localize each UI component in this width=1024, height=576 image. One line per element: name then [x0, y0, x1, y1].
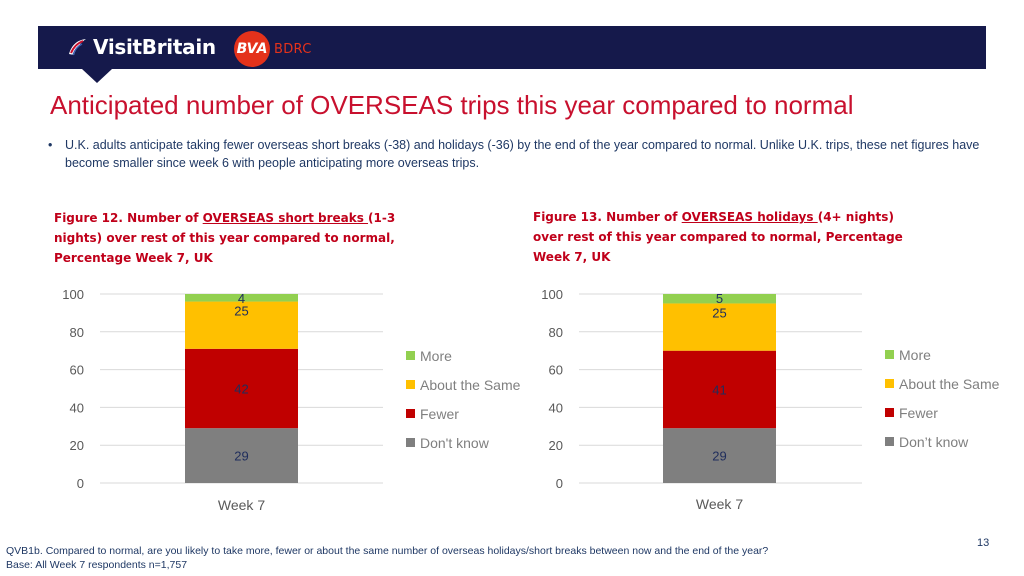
bva-circle: BVA: [234, 31, 270, 67]
data-label: 41: [712, 382, 726, 397]
legend-label: Don't know: [420, 435, 490, 451]
legend-swatch: [406, 351, 415, 360]
union-flag-icon: [69, 39, 86, 56]
bar-segment: [185, 294, 298, 302]
data-label: 42: [234, 382, 248, 397]
y-tick-label: 40: [70, 400, 84, 415]
header-notch: [82, 69, 112, 83]
footnote: QVB1b. Compared to normal, are you likel…: [6, 545, 769, 571]
figure-12-prefix: Figure 12. Number of: [54, 211, 203, 225]
legend-swatch: [406, 380, 415, 389]
legend-swatch: [406, 409, 415, 418]
bar-segment: [185, 301, 298, 349]
y-tick-label: 0: [556, 476, 563, 491]
legend-swatch: [885, 350, 894, 359]
legend-swatch: [885, 379, 894, 388]
legend-swatch: [406, 438, 415, 447]
data-label: 25: [712, 305, 726, 320]
figure-13-suffix: (4+ nights) over rest of this year compa…: [533, 210, 903, 264]
y-tick-label: 60: [70, 363, 84, 378]
data-label: 5: [716, 291, 723, 306]
y-tick-label: 20: [549, 438, 563, 453]
figure-13-underlined: OVERSEAS holidays: [681, 210, 818, 224]
page-number: 13: [977, 537, 990, 549]
y-tick-label: 60: [549, 363, 563, 378]
bar-segment: [663, 350, 776, 429]
legend-label: Don’t know: [899, 434, 969, 450]
bar-segment: [663, 294, 776, 304]
figure-13-prefix: Figure 13. Number of: [533, 210, 682, 224]
legend-label: Fewer: [899, 405, 938, 421]
summary-bullet: • U.K. adults anticipate taking fewer ov…: [48, 136, 995, 172]
bdrc-wordmark: BDRC: [274, 41, 312, 57]
bar-segment: [185, 428, 298, 483]
y-tick-label: 40: [549, 400, 563, 415]
bar-segment: [663, 428, 776, 483]
summary-text: U.K. adults anticipate taking fewer over…: [65, 138, 980, 170]
y-tick-label: 100: [62, 287, 84, 302]
bar-segment: [185, 348, 298, 429]
y-tick-label: 100: [541, 287, 563, 302]
legend-swatch: [885, 437, 894, 446]
data-label: 29: [712, 449, 726, 464]
legend-label: About the Same: [420, 377, 521, 393]
data-label: 29: [234, 449, 248, 464]
data-label: 25: [234, 304, 248, 319]
header-bar: [38, 26, 986, 69]
x-category-label: Week 7: [696, 496, 743, 512]
visitbritain-wordmark: VisitBritain: [93, 35, 216, 59]
y-tick-label: 80: [549, 325, 563, 340]
legend-label: More: [899, 347, 931, 363]
y-tick-label: 20: [70, 438, 84, 453]
legend-label: Fewer: [420, 406, 459, 422]
bullet-dot: •: [48, 138, 53, 152]
legend-label: More: [420, 348, 452, 364]
visitbritain-logo: VisitBritain: [66, 35, 216, 59]
y-tick-label: 80: [70, 325, 84, 340]
data-label: 4: [238, 291, 245, 306]
figure-12-underlined: OVERSEAS short breaks: [202, 211, 369, 225]
figure-12-suffix: (1-3 nights) over rest of this year comp…: [54, 211, 396, 265]
legend-label: About the Same: [899, 376, 1000, 392]
legend-swatch: [885, 408, 894, 417]
page-title: Anticipated number of OVERSEAS trips thi…: [50, 90, 854, 120]
x-category-label: Week 7: [218, 497, 265, 513]
figure-12-title: Figure 12. Number of OVERSEAS short brea…: [54, 208, 434, 268]
figure-13-title: Figure 13. Number of OVERSEAS holidays (…: [533, 207, 928, 267]
bva-bdrc-logo: BVA BDRC: [234, 31, 312, 67]
y-tick-label: 0: [77, 476, 84, 491]
bar-segment: [663, 303, 776, 351]
